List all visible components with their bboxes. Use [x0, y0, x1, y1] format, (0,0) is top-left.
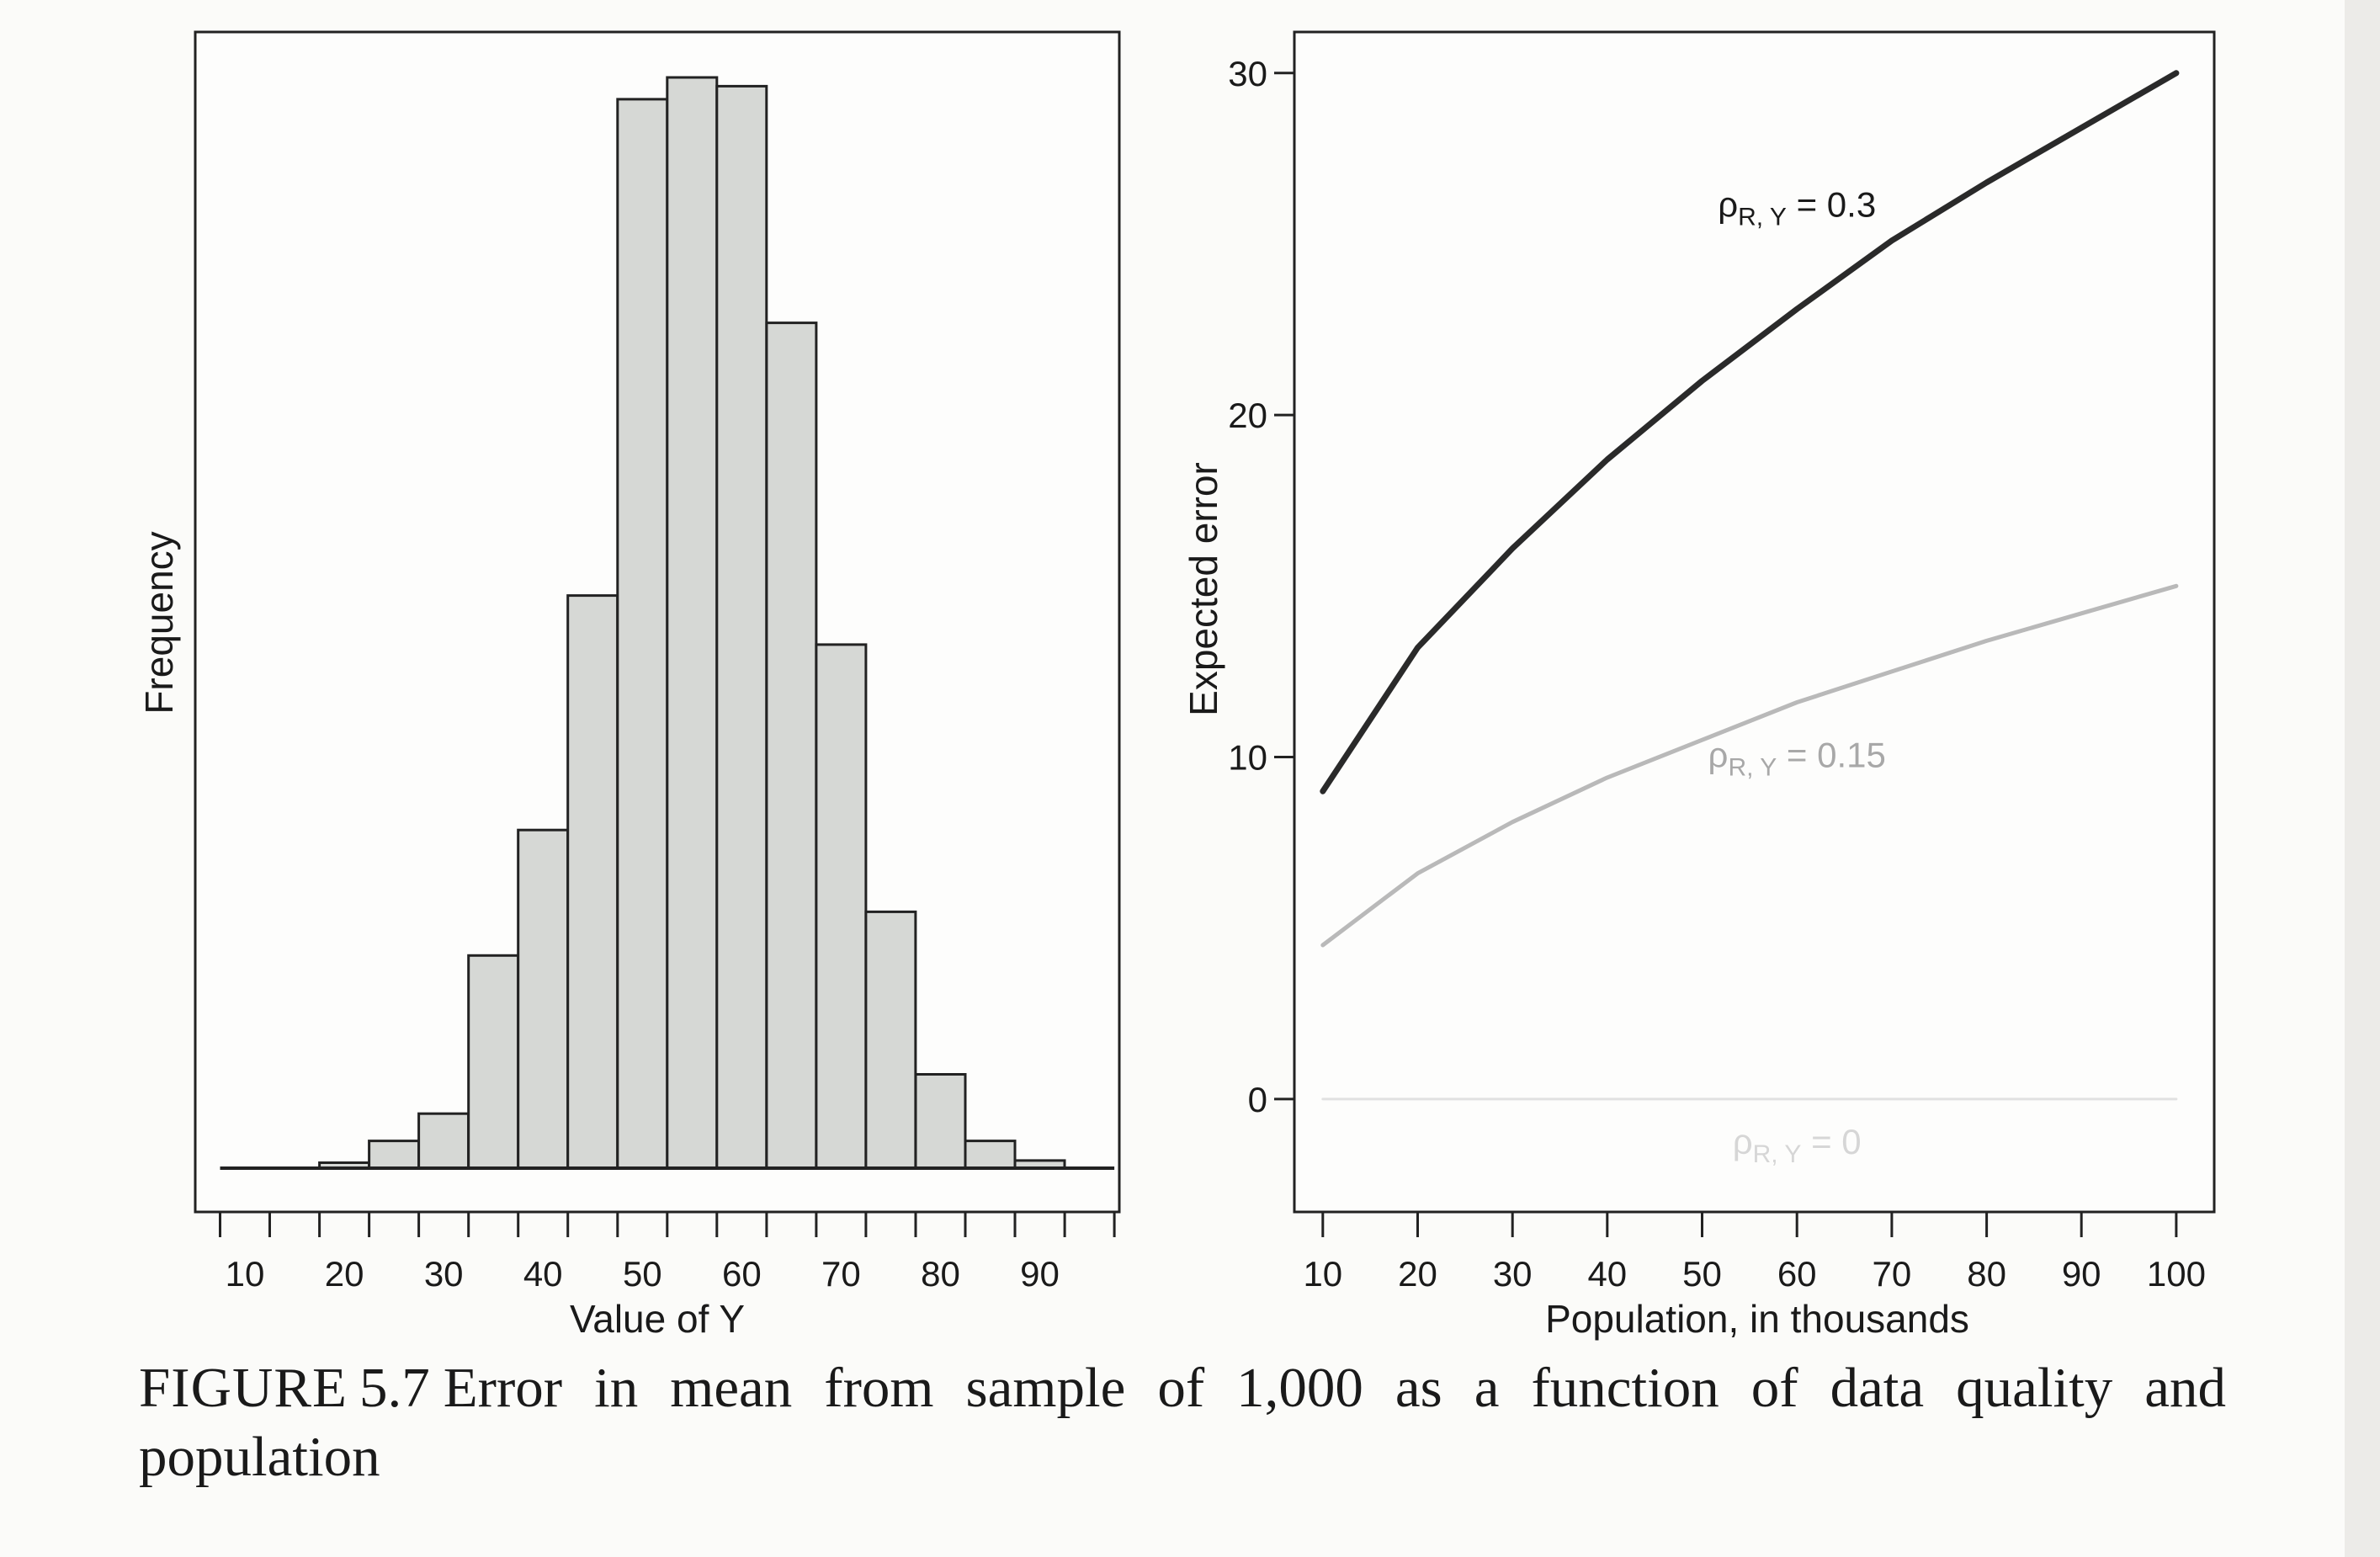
histogram-bar: [417, 1112, 470, 1170]
line-series-group: [1320, 70, 2180, 1101]
histogram-bar: [815, 643, 868, 1170]
series-label-2: ρR, Y = 0.15: [1708, 736, 1886, 782]
line-x-tick-label: 70: [1873, 1254, 1912, 1294]
line-x-tick-label: 80: [1967, 1254, 2006, 1294]
histogram-x-axis-label: Value of Y: [570, 1297, 745, 1341]
line-series-2: [1320, 583, 2179, 948]
histogram-x-tick-label: 70: [821, 1254, 861, 1294]
histogram-bar: [517, 828, 570, 1170]
histogram-x-tick-labels: 10 20 30 40 50 60 70 80 90: [226, 1254, 1060, 1294]
line-x-tick-label: 90: [2062, 1254, 2101, 1294]
histogram-bar: [914, 1073, 967, 1170]
histogram-x-tick-label: 80: [921, 1254, 960, 1294]
histogram-x-tick-label: 60: [722, 1254, 762, 1294]
histogram-bar: [864, 910, 917, 1170]
histogram-x-ticks: [219, 1212, 1116, 1237]
histogram-bars: [220, 76, 1115, 1170]
histogram-y-axis-label: Frequency: [137, 531, 181, 714]
line-chart-panel: 10 20 30 40 50 60 70 80 90 100 0 10 20 30 ρR, Y = 0.…: [1182, 30, 2216, 1341]
line-y-ticks: 0 10 20 30: [1228, 54, 1294, 1119]
histogram-x-tick-label: 90: [1020, 1254, 1060, 1294]
page-edge-strip: [2345, 0, 2380, 1557]
histogram-bar: [566, 594, 619, 1170]
histogram-bar: [765, 321, 818, 1170]
line-x-tick-label: 20: [1398, 1254, 1437, 1294]
histogram-bar: [964, 1140, 1017, 1170]
figure-number: 5.7: [359, 1357, 430, 1419]
histogram-bar: [616, 98, 669, 1170]
series-label-1: ρR, Y = 0.3: [1718, 184, 1876, 231]
figure-caption-text: Error in mean from sample of 1,000 as a …: [139, 1357, 2226, 1488]
line-y-tick-label: 30: [1228, 54, 1267, 93]
histogram-bar: [715, 84, 768, 1170]
series-labels: ρR, Y = 0.3 ρR, Y = 0.15 ρR, Y = 0: [1708, 184, 1886, 1168]
line-y-tick-label: 0: [1248, 1080, 1267, 1119]
line-x-tick-label: 40: [1587, 1254, 1627, 1294]
histogram-bar: [368, 1140, 421, 1170]
line-y-tick-label: 20: [1228, 396, 1267, 435]
histogram-bar: [467, 954, 520, 1170]
histogram-x-tick-label: 30: [424, 1254, 464, 1294]
histogram-x-tick-label: 10: [226, 1254, 265, 1294]
line-x-axis-label: Population, in thousands: [1545, 1297, 1969, 1341]
line-y-tick-label: 10: [1228, 738, 1267, 778]
histogram-x-tick-label: 50: [623, 1254, 662, 1294]
histogram-panel: 10 20 30 40 50 60 70 80 90 Value of Y Frequency: [137, 30, 1121, 1341]
histogram-x-tick-label: 20: [325, 1254, 364, 1294]
line-x-ticks: 10 20 30 40 50 60 70 80 90 100: [1303, 1212, 2206, 1294]
line-x-tick-label: 100: [2147, 1254, 2206, 1294]
figure-caption: FIGURE 5.7 Error in mean from sample of 1,…: [139, 1353, 2226, 1491]
line-x-tick-label: 30: [1493, 1254, 1533, 1294]
line-x-tick-label: 60: [1777, 1254, 1817, 1294]
histogram-bar: [666, 76, 719, 1170]
series-label-3: ρR, Y = 0: [1733, 1122, 1862, 1168]
histogram-x-tick-label: 40: [523, 1254, 563, 1294]
figure-label: FIGURE: [139, 1357, 348, 1419]
line-y-axis-label: Expected error: [1182, 462, 1225, 716]
line-x-tick-label: 10: [1303, 1254, 1342, 1294]
line-chart-plot-frame: [1293, 30, 2216, 1214]
line-x-tick-label: 50: [1682, 1254, 1722, 1294]
line-series-1: [1320, 70, 2180, 794]
